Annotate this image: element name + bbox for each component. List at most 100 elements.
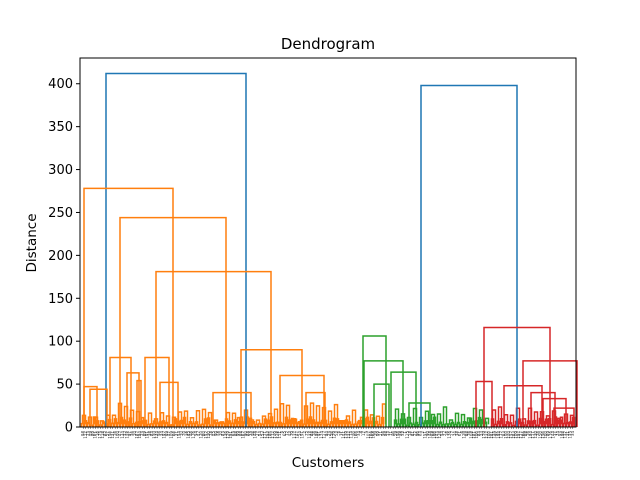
leaf-label: 94 [194, 431, 199, 437]
leaf-label: 117 [322, 431, 327, 439]
leaf-label: 120 [199, 431, 204, 439]
sub-link [279, 402, 285, 425]
leaf-label: 56 [381, 431, 386, 437]
leaf-label: 185 [186, 431, 191, 439]
leaf-link [559, 416, 564, 427]
cluster-link [373, 383, 390, 427]
leaf-label: 53 [248, 431, 253, 437]
leaf-label: 76 [467, 431, 472, 437]
leaf-label: 17 [361, 431, 366, 437]
leaf-label: 99 [376, 431, 381, 437]
leaf-label: 71 [388, 431, 393, 437]
leaf-label: 54 [440, 431, 445, 437]
y-tick-label: 200 [48, 249, 73, 264]
leaf-label: 166 [353, 431, 358, 439]
leaf-label: 34 [570, 431, 575, 437]
sub-link [460, 413, 466, 425]
leaf-label: 132 [346, 431, 351, 439]
sub-link [189, 417, 195, 425]
sub-link [436, 413, 442, 425]
sub-link [213, 419, 219, 425]
sub-link [207, 411, 213, 425]
leaf-label: 117 [307, 431, 312, 439]
leaf-label: 197 [516, 431, 521, 439]
leaf-label: 31 [565, 431, 570, 437]
leaf-label: 31 [339, 431, 344, 437]
sub-link [147, 412, 153, 425]
sub-link [533, 411, 539, 425]
leaf-link [523, 424, 528, 427]
leaf-label: 5 [280, 431, 285, 434]
cluster-link [363, 360, 404, 427]
leaf-label: 112 [125, 431, 130, 439]
leaf-label: 53 [334, 431, 339, 437]
sub-link [357, 419, 363, 425]
leaf-label: 107 [366, 431, 371, 439]
y-tick-label: 0 [65, 421, 73, 436]
leaf-label: 34 [159, 431, 164, 437]
leaf-label: 129 [226, 431, 231, 439]
leaf-label: 46 [390, 431, 395, 437]
leaf-label: 1 [403, 431, 408, 434]
leaf-label: 181 [489, 431, 494, 439]
leaf-label: 131 [110, 431, 115, 439]
sub-link [466, 417, 472, 425]
leaf-label: 100 [486, 431, 491, 439]
sub-link [448, 419, 454, 425]
leaf-label: 16 [445, 431, 450, 437]
cluster-link [212, 391, 252, 427]
leaf-label: 130 [533, 431, 538, 439]
leaf-link [556, 417, 561, 427]
leaf-label: 98 [383, 431, 388, 437]
leaf-label: 186 [432, 431, 437, 439]
cluster-link [126, 372, 140, 427]
leaf-label: 93 [558, 431, 563, 437]
leaf-label: 147 [294, 431, 299, 439]
leaf-link [441, 423, 446, 427]
sub-link [557, 419, 563, 425]
x-axis-title: Customers [292, 455, 365, 471]
leaf-label: 32 [122, 431, 127, 437]
cluster-link [483, 326, 551, 427]
leaf-label: 109 [513, 431, 518, 439]
leaf-label: 176 [447, 431, 452, 439]
leaf-label: 140 [506, 431, 511, 439]
leaf-label: 70 [181, 431, 186, 437]
leaf-label: 54 [258, 431, 263, 437]
leaf-link [535, 424, 540, 427]
chart-title: Dendrogram [281, 35, 375, 53]
cluster-link [305, 391, 326, 427]
sub-link [351, 409, 357, 425]
sub-link [339, 420, 345, 425]
leaf-label: 174 [349, 431, 354, 439]
leaf-label: 197 [162, 431, 167, 439]
leaf-label: 45 [211, 431, 216, 437]
leaf-label: 10 [132, 431, 137, 437]
leaf-label: 25 [326, 431, 331, 437]
leaf-label: 97 [127, 431, 132, 437]
cluster-link [362, 335, 387, 427]
leaf-label: 16 [95, 431, 100, 437]
leaf-label: 156 [540, 431, 545, 439]
y-tick-label: 350 [48, 120, 73, 135]
cluster-link [530, 391, 556, 427]
leaf-label: 166 [521, 431, 526, 439]
leaf-label: 14 [452, 431, 457, 437]
leaf-label: 48 [250, 431, 255, 437]
leaf-label: 175 [98, 431, 103, 439]
leaf-label: 150 [538, 431, 543, 439]
leaf-label: 57 [105, 431, 110, 437]
leaf-label: 148 [427, 431, 432, 439]
leaf-label: 172 [270, 431, 275, 439]
leaf-label: 132 [484, 431, 489, 439]
leaf-label: 158 [395, 431, 400, 439]
leaf-link [377, 423, 382, 427]
leaf-link [197, 424, 202, 427]
leaf-label: 128 [437, 431, 442, 439]
cluster-link [89, 388, 108, 427]
cluster-link [522, 360, 578, 427]
leaf-link [146, 423, 151, 427]
leaf-label: 88 [309, 431, 314, 437]
leaf-label: 158 [329, 431, 334, 439]
leaf-label: 187 [135, 431, 140, 439]
